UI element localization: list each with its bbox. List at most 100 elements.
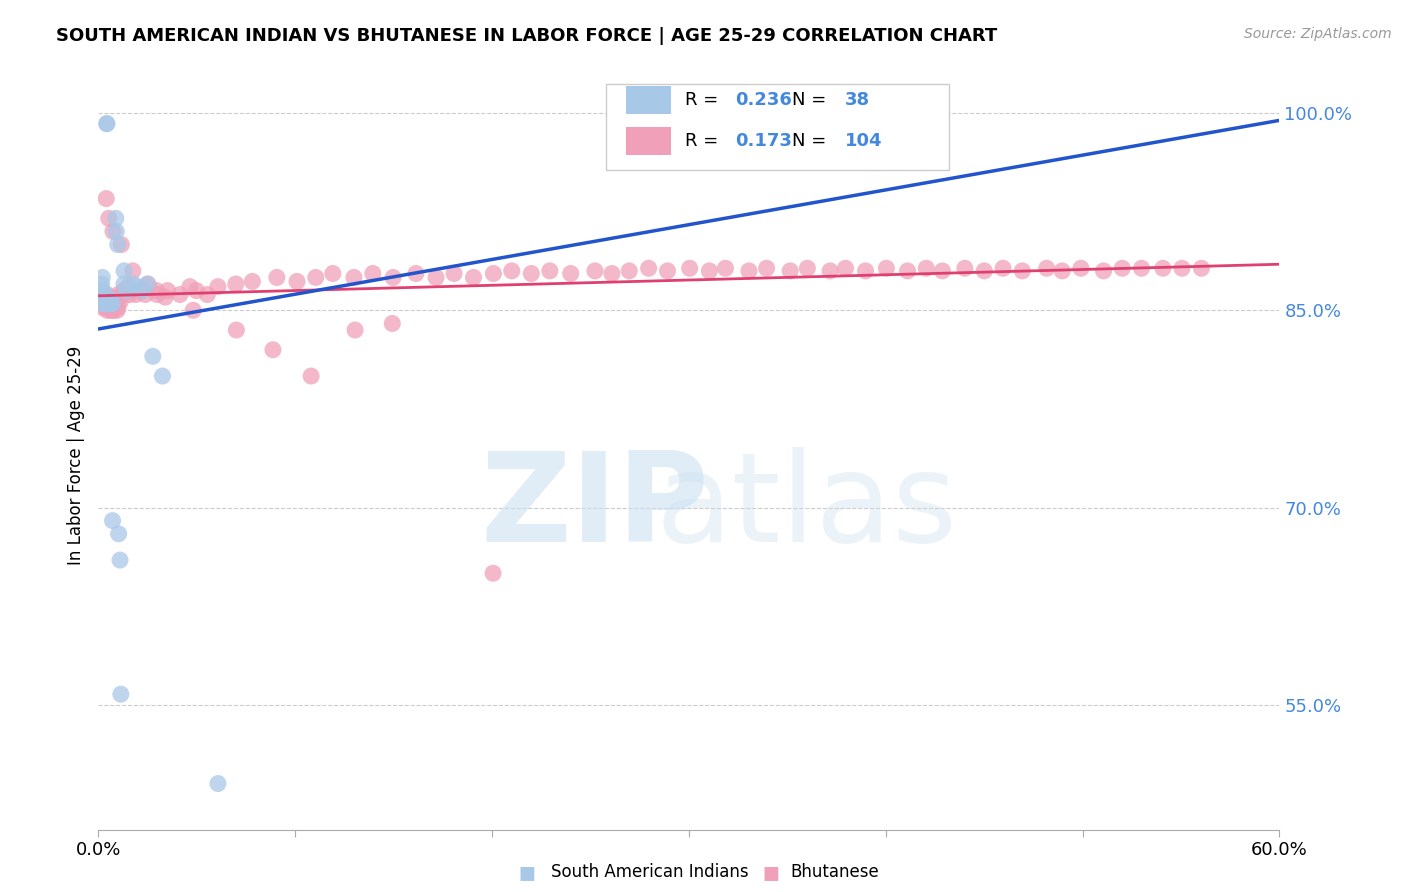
Point (382, 270, 405, 285)
Point (242, 274, 264, 288)
Point (107, 237, 129, 252)
Point (153, 290, 176, 304)
Point (91, 270, 114, 285)
Point (98, 293, 121, 307)
Point (91, 293, 114, 307)
Point (96, 117, 118, 131)
Point (699, 264, 721, 278)
Point (97, 211, 120, 226)
Point (538, 264, 561, 278)
Point (482, 267, 505, 281)
Point (100, 294, 122, 309)
Point (122, 277, 145, 291)
Point (89, 290, 111, 304)
Point (1111, 261, 1133, 276)
Point (425, 270, 447, 285)
Point (115, 284, 138, 298)
Text: 0.173: 0.173 (735, 132, 792, 150)
Text: R =: R = (685, 132, 724, 150)
Text: 38: 38 (845, 91, 870, 109)
Point (100, 293, 122, 307)
Point (96, 303, 118, 318)
Point (953, 261, 976, 276)
Point (110, 294, 132, 309)
Point (463, 270, 485, 285)
Point (266, 270, 288, 285)
Point (991, 261, 1014, 276)
Point (305, 270, 328, 285)
Point (94, 293, 117, 307)
Point (443, 267, 465, 281)
Point (104, 211, 127, 226)
Point (344, 323, 367, 337)
Text: Source: ZipAtlas.com: Source: ZipAtlas.com (1244, 27, 1392, 41)
Point (105, 224, 128, 238)
Point (112, 284, 135, 298)
Point (96, 117, 118, 131)
Point (145, 284, 167, 298)
Point (103, 303, 125, 318)
FancyBboxPatch shape (626, 127, 671, 155)
Point (1035, 261, 1057, 276)
Point (156, 284, 179, 298)
Point (117, 279, 139, 293)
Point (97, 293, 120, 307)
Point (101, 224, 124, 238)
Point (779, 264, 801, 278)
Point (101, 297, 124, 311)
Point (121, 264, 143, 278)
Text: ▪: ▪ (517, 858, 537, 887)
Text: R =: R = (685, 91, 724, 109)
Point (600, 267, 623, 281)
Point (225, 323, 247, 337)
Point (132, 284, 155, 298)
Point (796, 261, 818, 276)
Point (101, 303, 124, 318)
Point (583, 264, 606, 278)
Point (1171, 261, 1194, 276)
Point (90, 277, 112, 291)
Point (91, 290, 114, 304)
FancyBboxPatch shape (606, 84, 949, 170)
Point (262, 343, 284, 357)
Text: 104: 104 (845, 132, 883, 150)
Point (619, 264, 641, 278)
Point (115, 284, 138, 298)
Point (915, 261, 938, 276)
Point (112, 277, 135, 291)
Point (361, 267, 384, 281)
Point (714, 261, 737, 276)
Point (931, 264, 953, 278)
Point (97, 297, 120, 311)
Point (1130, 261, 1153, 276)
Point (90, 294, 112, 309)
Point (405, 267, 427, 281)
Point (100, 294, 122, 309)
Point (93, 297, 115, 311)
Point (100, 297, 122, 311)
Point (225, 277, 247, 291)
Point (381, 317, 404, 331)
Point (93, 297, 115, 311)
Point (118, 287, 141, 301)
Point (101, 294, 124, 309)
Point (1191, 261, 1213, 276)
Point (91, 293, 114, 307)
Text: Bhutanese: Bhutanese (790, 863, 879, 881)
Point (108, 290, 131, 304)
Point (285, 274, 308, 288)
Point (1011, 264, 1033, 278)
Text: SOUTH AMERICAN INDIAN VS BHUTANESE IN LABOR FORCE | AGE 25-29 CORRELATION CHART: SOUTH AMERICAN INDIAN VS BHUTANESE IN LA… (56, 27, 997, 45)
Point (136, 277, 159, 291)
Point (834, 261, 856, 276)
Text: N =: N = (792, 91, 832, 109)
Point (101, 294, 124, 309)
Point (152, 369, 174, 384)
Point (136, 277, 159, 291)
Point (679, 261, 702, 276)
Point (91, 284, 114, 298)
Point (91, 297, 114, 311)
Point (134, 287, 156, 301)
Point (501, 264, 523, 278)
Point (146, 287, 169, 301)
